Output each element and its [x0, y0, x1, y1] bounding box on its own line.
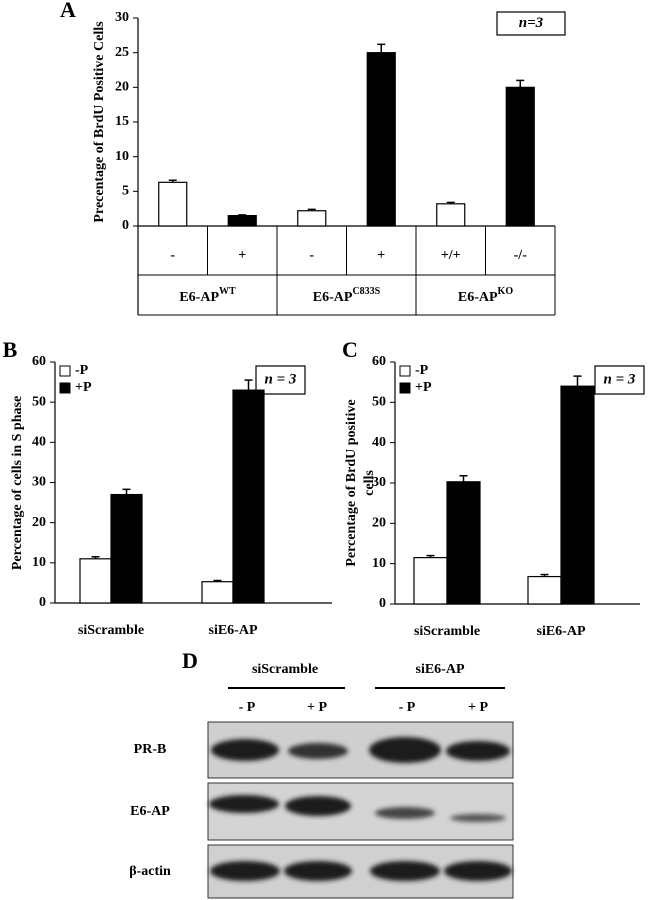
bar	[297, 210, 327, 227]
y-tick-label: 15	[115, 114, 129, 129]
bar	[436, 203, 466, 227]
annotation-box	[594, 365, 645, 395]
chart: Bn = 3 Percentage of cells in S phase 0 10 2…	[3, 337, 332, 638]
bar	[201, 581, 234, 604]
row-label: PR-B	[134, 742, 167, 757]
group-label-sup: WT	[219, 286, 236, 297]
annotation: n = 3	[265, 371, 297, 387]
y-tick-label: 25	[115, 45, 129, 60]
group-label-sup: C833S	[352, 286, 380, 297]
annotation: n=3	[519, 15, 544, 31]
y-axis-label: Precentage of BrdU Positive Cells	[92, 21, 107, 223]
legend-swatch	[59, 382, 71, 394]
legend-label: -P	[75, 363, 89, 378]
bands	[209, 737, 512, 881]
x-tick-label: siE6-AP	[209, 623, 258, 638]
legend-swatch	[399, 365, 411, 377]
bar	[505, 86, 535, 227]
group-label: E6-APC833S	[313, 286, 381, 305]
group-label: E6-APWT	[179, 286, 236, 305]
y-tick-label: 5	[122, 184, 129, 199]
legend-label: +P	[415, 380, 432, 395]
y-tick-label: 50	[372, 395, 386, 410]
bar	[158, 181, 188, 227]
lane-label: + P	[307, 700, 327, 715]
y-tick-label: 50	[32, 394, 46, 409]
panel-label: C	[342, 337, 358, 362]
y-tick-label: 60	[32, 354, 46, 369]
group-label-sup: KO	[498, 286, 514, 297]
group-label: siScramble	[252, 662, 318, 677]
x-tick-label: -	[309, 248, 314, 263]
y-tick-label: 0	[39, 595, 46, 610]
y-tick-label: 30	[372, 475, 386, 490]
y-tick-label: 40	[372, 435, 386, 450]
y-tick-label: 10	[372, 556, 386, 571]
x-tick-label: -/-	[514, 248, 528, 263]
x-tick-label: siScramble	[78, 623, 144, 638]
x-tick-label: -	[170, 248, 175, 263]
y-tick-label: 10	[115, 149, 129, 164]
bar	[227, 215, 257, 227]
lane-label: + P	[468, 700, 488, 715]
bar	[413, 557, 448, 605]
legend-label: -P	[415, 363, 429, 378]
bar	[446, 481, 481, 605]
bar	[232, 389, 265, 604]
legend-label: +P	[75, 380, 92, 395]
bar	[560, 385, 595, 605]
y-axis-label: Percentage of BrdU positive	[344, 399, 359, 566]
y-tick-label: 20	[32, 515, 46, 530]
x-tick-label: siE6-AP	[537, 624, 586, 639]
legend-swatch	[59, 365, 71, 377]
y-tick-label: 40	[32, 435, 46, 450]
panel-label: A	[60, 0, 76, 22]
x-tick-label: +	[238, 248, 246, 263]
y-tick-label: 10	[32, 555, 46, 570]
chart: An=3 Precentage of BrdU Positive Cells 0 5 1…	[60, 0, 566, 316]
lane-label: - P	[399, 700, 416, 715]
x-tick-label: +/+	[441, 248, 461, 263]
annotation: n = 3	[604, 371, 636, 387]
legend-swatch	[399, 382, 411, 394]
group-label: E6-APKO	[458, 286, 513, 305]
lane-label: - P	[239, 700, 256, 715]
bar	[79, 558, 112, 604]
panel-label: B	[3, 337, 18, 362]
western-blot: D siScramble siE6-AP - P + P - P + P PR-…	[129, 648, 514, 899]
chart: Cn = 3 Percentage of BrdU positive cells 0 1…	[342, 337, 645, 639]
y-tick-label: 30	[32, 475, 46, 490]
row-label: β-actin	[129, 864, 171, 879]
y-tick-label: 20	[372, 516, 386, 531]
bar	[110, 493, 143, 604]
group-label-base: E6-AP	[313, 290, 353, 305]
group-label: siE6-AP	[416, 662, 465, 677]
bar	[366, 52, 396, 227]
y-tick-label: 20	[115, 80, 129, 95]
row-label: E6-AP	[130, 804, 170, 819]
annotation-box	[255, 365, 306, 395]
y-tick-label: 0	[379, 596, 386, 611]
x-tick-label: siScramble	[414, 624, 480, 639]
panel-label: D	[182, 648, 198, 673]
y-tick-label: 0	[122, 218, 129, 233]
y-axis-label: cells	[362, 470, 377, 496]
annotation-box	[496, 11, 566, 36]
x-tick-label: +	[377, 248, 385, 263]
y-tick-label: 60	[372, 354, 386, 369]
y-tick-label: 30	[115, 10, 129, 25]
bar	[527, 575, 562, 605]
group-label-base: E6-AP	[179, 290, 219, 305]
y-axis-label: Percentage of cells in S phase	[10, 396, 25, 570]
group-label-base: E6-AP	[458, 290, 498, 305]
